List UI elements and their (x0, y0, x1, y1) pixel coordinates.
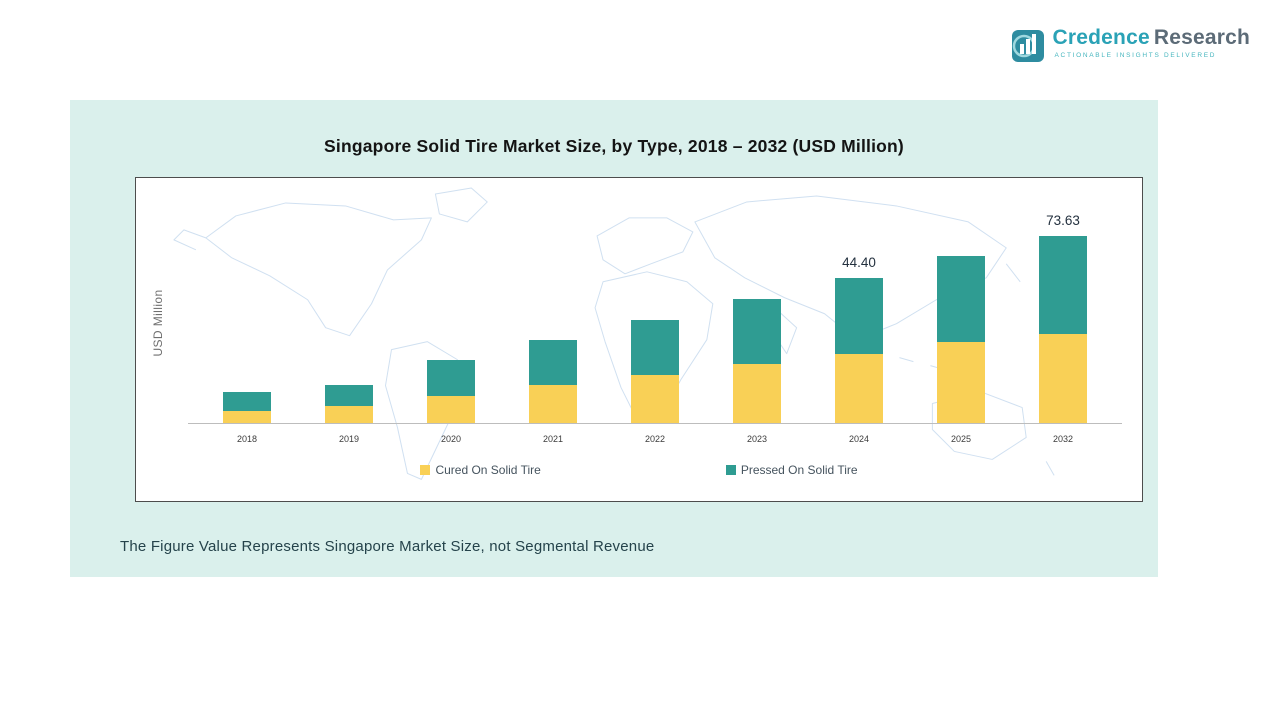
bar-segment-pressed-on-solid-tire (529, 340, 577, 385)
bar-value-label-2032: 73.63 (1046, 213, 1080, 229)
chart-panel: Singapore Solid Tire Market Size, by Typ… (70, 100, 1158, 577)
bar-segment-cured-on-solid-tire (1039, 334, 1087, 424)
figure-note: The Figure Value Represents Singapore Ma… (120, 538, 655, 555)
logo-brand: Credence Research (1053, 26, 1250, 50)
bar-2021 (529, 340, 577, 424)
logo-brand-secondary: Research (1153, 26, 1250, 49)
bar-2022 (631, 319, 679, 424)
x-tick-2025: 2025 (950, 434, 972, 444)
bar-segment-cured-on-solid-tire (937, 342, 985, 424)
legend-swatch-icon (725, 465, 736, 475)
plot-area: 44.40 73.63 (196, 213, 1114, 424)
x-tick-2021: 2021 (542, 434, 564, 444)
bar-segment-cured-on-solid-tire (223, 410, 271, 424)
bar-2019 (325, 384, 373, 424)
logo-tagline: Actionable Insights Delivered (1054, 52, 1217, 59)
bar-segment-pressed-on-solid-tire (427, 360, 475, 397)
bar-segment-pressed-on-solid-tire (325, 384, 373, 407)
bar-segment-pressed-on-solid-tire (937, 255, 985, 343)
bar-segment-cured-on-solid-tire (325, 406, 373, 424)
x-tick-2032: 2032 (1052, 434, 1074, 444)
legend-label: Pressed On Solid Tire (740, 463, 858, 477)
y-axis-label: USD Million (151, 289, 165, 357)
logo-text: Credence Research Actionable Insights Del… (1053, 26, 1250, 59)
x-tick-2023: 2023 (746, 434, 768, 444)
bar-2023 (733, 299, 781, 424)
bar-segment-cured-on-solid-tire (427, 396, 475, 424)
bar-segment-pressed-on-solid-tire (733, 299, 781, 364)
bar-segment-cured-on-solid-tire (733, 364, 781, 424)
bar-segment-pressed-on-solid-tire (1039, 236, 1087, 335)
legend-label: Cured On Solid Tire (435, 463, 541, 477)
bar-2020 (427, 360, 475, 424)
x-axis-ticks: 2018 2019 2020 2021 2022 2023 2024 2025 2032 (196, 434, 1114, 444)
credence-research-logo: Credence Research Actionable Insights Del… (1010, 26, 1250, 64)
x-tick-2019: 2019 (338, 434, 360, 444)
bar-segment-cured-on-solid-tire (529, 384, 577, 424)
x-tick-2020: 2020 (440, 434, 462, 444)
logo-bar-chart-icon (1010, 26, 1046, 64)
x-tick-2024: 2024 (848, 434, 870, 444)
bar-value-label-2024: 44.40 (842, 255, 876, 271)
bar-segment-pressed-on-solid-tire (835, 278, 883, 354)
bar-segment-pressed-on-solid-tire (631, 319, 679, 375)
chart-title: Singapore Solid Tire Market Size, by Typ… (324, 136, 904, 156)
x-axis-line (188, 423, 1122, 424)
bar-segment-pressed-on-solid-tire (223, 391, 271, 411)
bar-2025 (937, 255, 985, 424)
legend-swatch-icon (420, 465, 431, 475)
bar-2024: 44.40 (835, 255, 883, 424)
x-tick-2018: 2018 (236, 434, 258, 444)
chart-legend: Cured On Solid Tire Pressed On Solid Tire (136, 463, 1142, 477)
legend-item-cured-on-solid-tire: Cured On Solid Tire (420, 463, 541, 477)
bar-2018 (223, 391, 271, 424)
legend-item-pressed-on-solid-tire: Pressed On Solid Tire (725, 463, 858, 477)
bar-segment-cured-on-solid-tire (631, 374, 679, 424)
bar-segment-cured-on-solid-tire (835, 353, 883, 424)
x-tick-2022: 2022 (644, 434, 666, 444)
bar-2032: 73.63 (1039, 213, 1087, 424)
chart-plot-box: USD Million 44.40 73.63 2018 2019 2020 2021 2… (135, 177, 1143, 502)
logo-brand-primary: Credence (1052, 26, 1150, 49)
